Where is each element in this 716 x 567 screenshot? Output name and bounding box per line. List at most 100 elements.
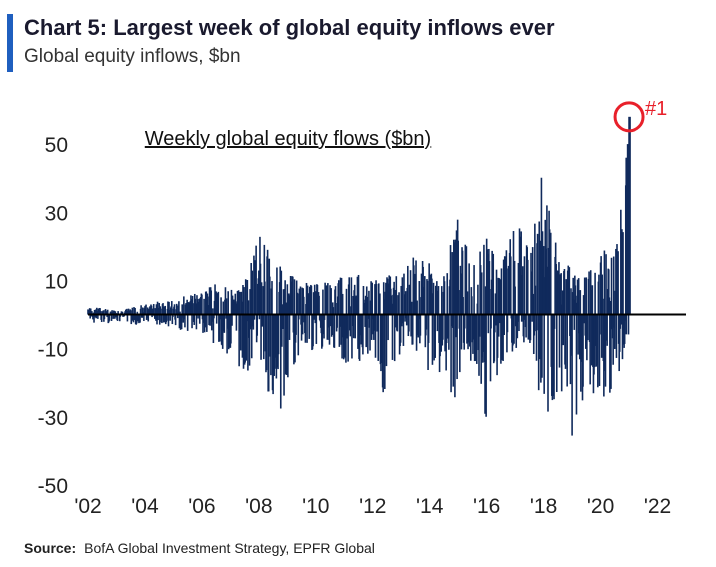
flow-bar (168, 309, 171, 315)
flow-bar (506, 314, 508, 353)
flow-bar (518, 228, 521, 315)
flow-bar (363, 302, 366, 315)
flow-bar (182, 314, 185, 323)
flow-bar (135, 314, 138, 324)
flow-bar (219, 314, 222, 320)
flow-bar (538, 314, 541, 360)
flow-bar (328, 314, 331, 345)
flow-bar (609, 301, 612, 315)
flow-bar (489, 314, 492, 382)
flow-bar (537, 314, 540, 391)
flow-bar (425, 314, 428, 330)
flow-bar (492, 253, 495, 315)
flow-bar (587, 314, 589, 341)
flow-bar (164, 305, 167, 315)
flow-bar (598, 274, 600, 315)
flow-bar (289, 276, 292, 315)
flow-bar (208, 314, 210, 326)
flow-bar (332, 307, 335, 315)
flow-bar (267, 314, 270, 392)
flow-bar (404, 314, 406, 322)
flow-bar (616, 244, 618, 315)
flow-bar (409, 270, 412, 315)
flow-bar (154, 314, 156, 319)
flow-bar (530, 271, 533, 315)
flow-bar (345, 314, 347, 363)
flow-bar (419, 314, 422, 336)
flow-bar (179, 311, 181, 315)
flow-bar (391, 314, 394, 360)
flow-bar (161, 314, 163, 324)
flow-bar (193, 314, 196, 325)
flow-bar (351, 314, 353, 359)
flow-bar (607, 269, 610, 315)
flow-bar (434, 314, 436, 358)
flow-bar (411, 314, 414, 345)
flow-bar (262, 286, 265, 315)
flow-bar (529, 314, 532, 341)
flow-bar (230, 314, 232, 344)
flow-bar (158, 302, 160, 315)
flow-bar (202, 314, 205, 323)
flow-bar (338, 280, 340, 315)
flow-bar (253, 314, 256, 320)
flow-bar (339, 277, 342, 315)
chart-title: Chart 5: Largest week of global equity i… (24, 15, 555, 40)
flow-bar (609, 314, 611, 393)
flow-bar (209, 314, 211, 326)
x-tick-label: '10 (302, 495, 329, 518)
x-tick-label: '22 (644, 495, 671, 518)
flow-bar (276, 267, 278, 315)
flow-bar (490, 314, 492, 329)
flow-bar (265, 314, 268, 371)
flow-bar (93, 314, 95, 323)
flow-bar (349, 314, 352, 337)
flow-bar (532, 293, 535, 315)
flow-bar (266, 249, 269, 315)
flow-bar (358, 314, 361, 361)
flow-bar (119, 314, 122, 317)
flow-bar (214, 284, 216, 315)
flow-bar (219, 314, 221, 342)
flow-bar (113, 310, 116, 315)
flow-bar (584, 314, 587, 349)
flow-bar (498, 278, 501, 315)
flow-bar (111, 311, 114, 315)
x-tick-label: '14 (416, 495, 444, 518)
flow-bar (585, 277, 588, 315)
flow-bar (403, 273, 405, 315)
flow-bar (366, 296, 369, 315)
flow-bar (509, 256, 512, 315)
flow-bar (310, 285, 313, 315)
flow-bar (621, 314, 624, 360)
flow-bar (485, 314, 487, 417)
flow-bar (415, 314, 418, 351)
flow-bar (466, 291, 469, 315)
flow-bar (495, 269, 498, 315)
flow-bar (573, 314, 576, 330)
flow-bar (279, 314, 282, 409)
flow-bar (162, 303, 164, 315)
flow-bar (160, 308, 162, 315)
flow-bar (462, 297, 464, 315)
flow-bar (465, 246, 468, 315)
flow-bar (313, 314, 315, 320)
flow-bar (330, 288, 332, 315)
flow-bar (175, 303, 178, 315)
flow-bar (102, 310, 105, 315)
flow-bar (208, 287, 211, 315)
flow-bar (455, 314, 457, 338)
flow-bar (619, 314, 622, 329)
flow-bar (146, 307, 149, 315)
flow-bar (110, 314, 113, 321)
flow-bar (211, 314, 214, 322)
flow-bar (394, 289, 397, 315)
flow-bar (513, 314, 515, 344)
flow-bar (502, 259, 505, 315)
flow-bar (114, 314, 116, 319)
flow-bar (167, 301, 169, 315)
flow-bar (625, 314, 628, 335)
flow-bar (238, 314, 240, 367)
flow-bar (506, 314, 509, 333)
flow-bar (238, 291, 241, 315)
